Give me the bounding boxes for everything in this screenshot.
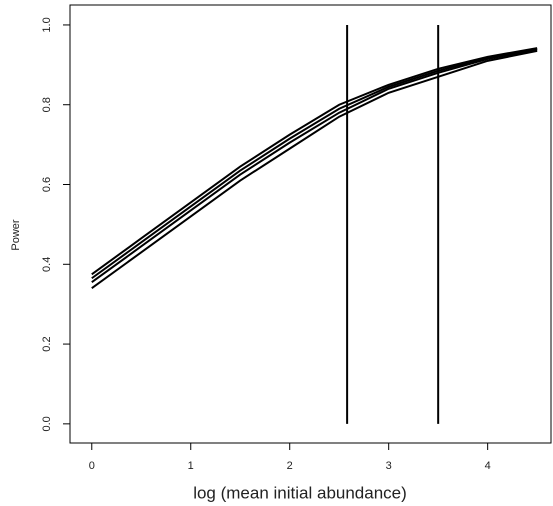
- x-axis-label: log (mean initial abundance): [193, 483, 407, 502]
- x-tick-label: 3: [386, 460, 392, 472]
- y-tick-label: 0.2: [41, 336, 53, 351]
- x-tick-label: 2: [287, 460, 293, 472]
- x-tick-label: 1: [188, 460, 194, 472]
- y-tick-label: 0.0: [41, 416, 53, 431]
- series-line: [91, 48, 538, 284]
- y-tick-label: 0.6: [41, 177, 53, 192]
- series-line: [91, 47, 538, 280]
- y-tick-label: 0.4: [41, 257, 53, 272]
- y-tick-label: 0.8: [41, 97, 53, 112]
- series-line: [91, 47, 538, 276]
- x-tick-label: 0: [89, 460, 95, 472]
- y-tick-label: 1.0: [41, 17, 53, 32]
- plot-frame: [69, 4, 552, 444]
- y-axis-label: Power: [10, 219, 22, 251]
- x-tick-label: 4: [485, 460, 491, 472]
- series-line: [91, 49, 538, 290]
